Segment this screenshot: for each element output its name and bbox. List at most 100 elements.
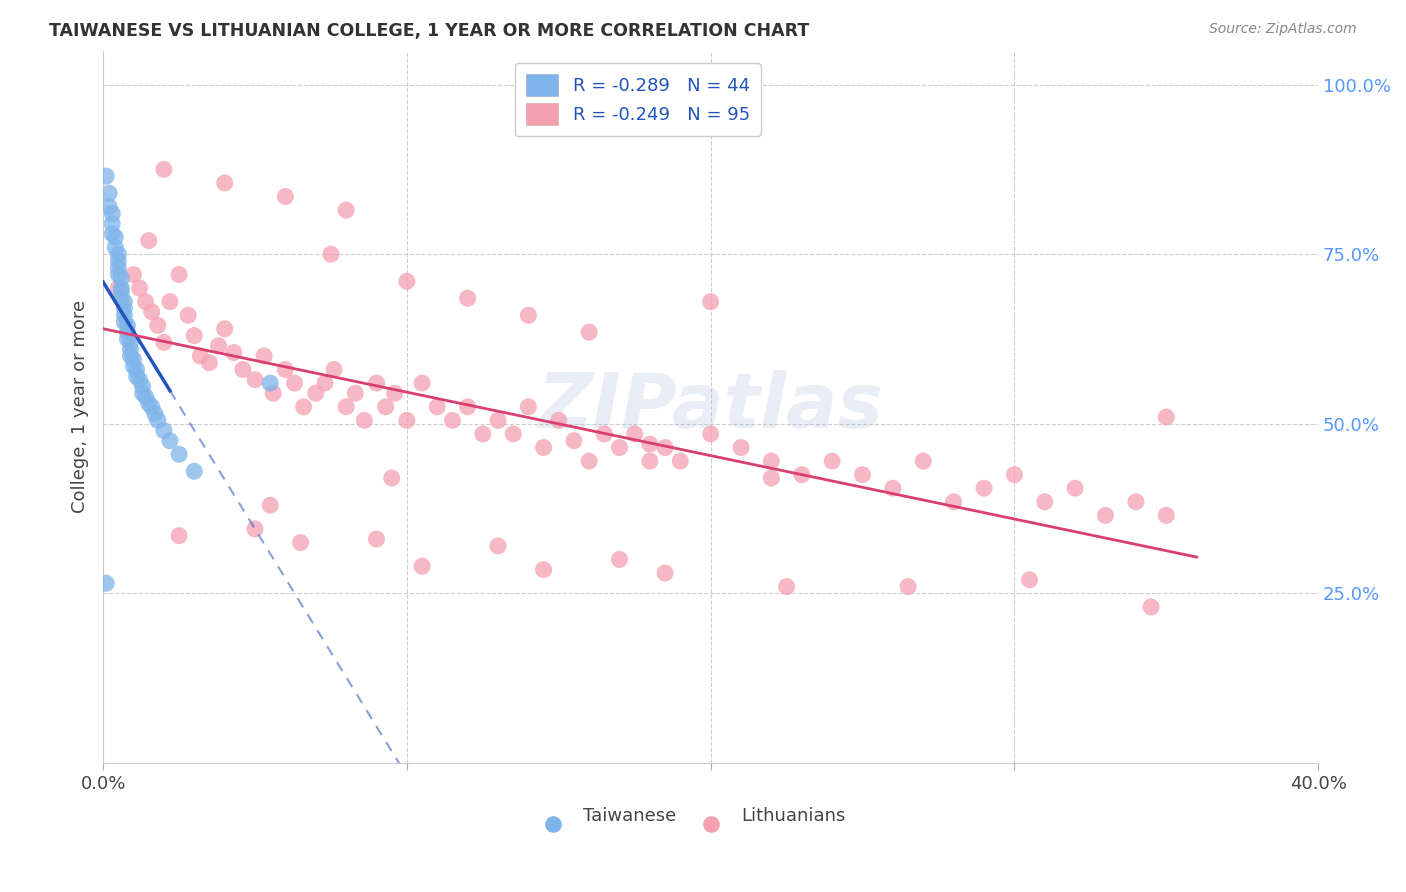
Point bbox=[517, 400, 540, 414]
Text: ZIPatlas: ZIPatlas bbox=[537, 370, 883, 444]
Point bbox=[96, 169, 118, 184]
Point bbox=[135, 294, 157, 309]
Point bbox=[125, 369, 148, 384]
Text: TAIWANESE VS LITHUANIAN COLLEGE, 1 YEAR OR MORE CORRELATION CHART: TAIWANESE VS LITHUANIAN COLLEGE, 1 YEAR … bbox=[49, 22, 810, 40]
Point bbox=[222, 345, 245, 359]
Point bbox=[395, 274, 418, 288]
Point bbox=[153, 335, 176, 350]
Point bbox=[562, 434, 585, 448]
Point bbox=[897, 580, 920, 594]
Point bbox=[128, 281, 150, 295]
Point bbox=[188, 349, 211, 363]
Point bbox=[761, 471, 783, 485]
Point bbox=[730, 441, 752, 455]
Point bbox=[110, 291, 132, 305]
Point bbox=[141, 400, 163, 414]
Point bbox=[167, 447, 190, 461]
Point bbox=[335, 400, 357, 414]
Point bbox=[292, 400, 315, 414]
Point bbox=[122, 268, 145, 282]
Point bbox=[441, 413, 464, 427]
Point bbox=[533, 441, 555, 455]
Point bbox=[1002, 467, 1025, 482]
Point bbox=[274, 362, 297, 376]
Point bbox=[486, 539, 509, 553]
Point bbox=[623, 427, 645, 442]
Point bbox=[110, 281, 132, 295]
Point bbox=[790, 467, 813, 482]
Point bbox=[323, 362, 346, 376]
Point bbox=[153, 162, 176, 177]
Point bbox=[104, 230, 127, 244]
Point bbox=[1018, 573, 1040, 587]
Point bbox=[1154, 508, 1177, 523]
Point bbox=[775, 580, 797, 594]
Point bbox=[143, 407, 166, 421]
Point bbox=[262, 386, 284, 401]
Point bbox=[122, 359, 145, 373]
Point bbox=[366, 532, 388, 546]
Point bbox=[502, 427, 524, 442]
Point bbox=[973, 481, 995, 495]
Point bbox=[96, 576, 118, 591]
Point bbox=[232, 362, 254, 376]
Point bbox=[1154, 409, 1177, 424]
Point bbox=[259, 498, 281, 512]
Point bbox=[654, 566, 676, 580]
Point bbox=[146, 318, 169, 333]
Point bbox=[128, 373, 150, 387]
Point bbox=[457, 291, 479, 305]
Point bbox=[1064, 481, 1087, 495]
Y-axis label: College, 1 year or more: College, 1 year or more bbox=[72, 301, 89, 514]
Point bbox=[344, 386, 367, 401]
Point bbox=[638, 454, 661, 468]
Point bbox=[120, 342, 142, 356]
Point bbox=[1125, 495, 1147, 509]
Point bbox=[411, 376, 433, 390]
Point bbox=[135, 390, 157, 404]
Point bbox=[125, 362, 148, 376]
Point bbox=[699, 427, 721, 442]
Point bbox=[214, 176, 236, 190]
Point bbox=[290, 535, 312, 549]
Point bbox=[112, 308, 135, 322]
Point bbox=[101, 217, 124, 231]
Point bbox=[274, 189, 297, 203]
Point bbox=[183, 328, 205, 343]
Point bbox=[457, 400, 479, 414]
Point bbox=[411, 559, 433, 574]
Point bbox=[353, 413, 375, 427]
Point bbox=[214, 322, 236, 336]
Point bbox=[110, 285, 132, 299]
Point bbox=[112, 294, 135, 309]
Point bbox=[851, 467, 873, 482]
Point bbox=[609, 441, 631, 455]
Point bbox=[183, 464, 205, 478]
Point bbox=[138, 396, 160, 410]
Point bbox=[131, 379, 153, 393]
Point bbox=[942, 495, 965, 509]
Text: Taiwanese: Taiwanese bbox=[583, 807, 676, 825]
Point bbox=[1033, 495, 1056, 509]
Point bbox=[319, 247, 342, 261]
Point bbox=[259, 376, 281, 390]
Point bbox=[207, 339, 229, 353]
Legend: R = -0.289   N = 44, R = -0.249   N = 95: R = -0.289 N = 44, R = -0.249 N = 95 bbox=[515, 63, 761, 136]
Point bbox=[98, 186, 121, 201]
Point bbox=[198, 356, 221, 370]
Text: Source: ZipAtlas.com: Source: ZipAtlas.com bbox=[1209, 22, 1357, 37]
Point bbox=[101, 206, 124, 220]
Point bbox=[107, 254, 129, 268]
Point bbox=[654, 441, 676, 455]
Point bbox=[381, 471, 404, 485]
Point bbox=[374, 400, 396, 414]
Point bbox=[305, 386, 328, 401]
Point bbox=[1140, 599, 1163, 614]
Point bbox=[578, 325, 600, 339]
Point bbox=[98, 200, 121, 214]
Point bbox=[253, 349, 276, 363]
Point bbox=[1216, 814, 1239, 828]
Point bbox=[471, 427, 494, 442]
Point bbox=[167, 268, 190, 282]
Point bbox=[120, 335, 142, 350]
